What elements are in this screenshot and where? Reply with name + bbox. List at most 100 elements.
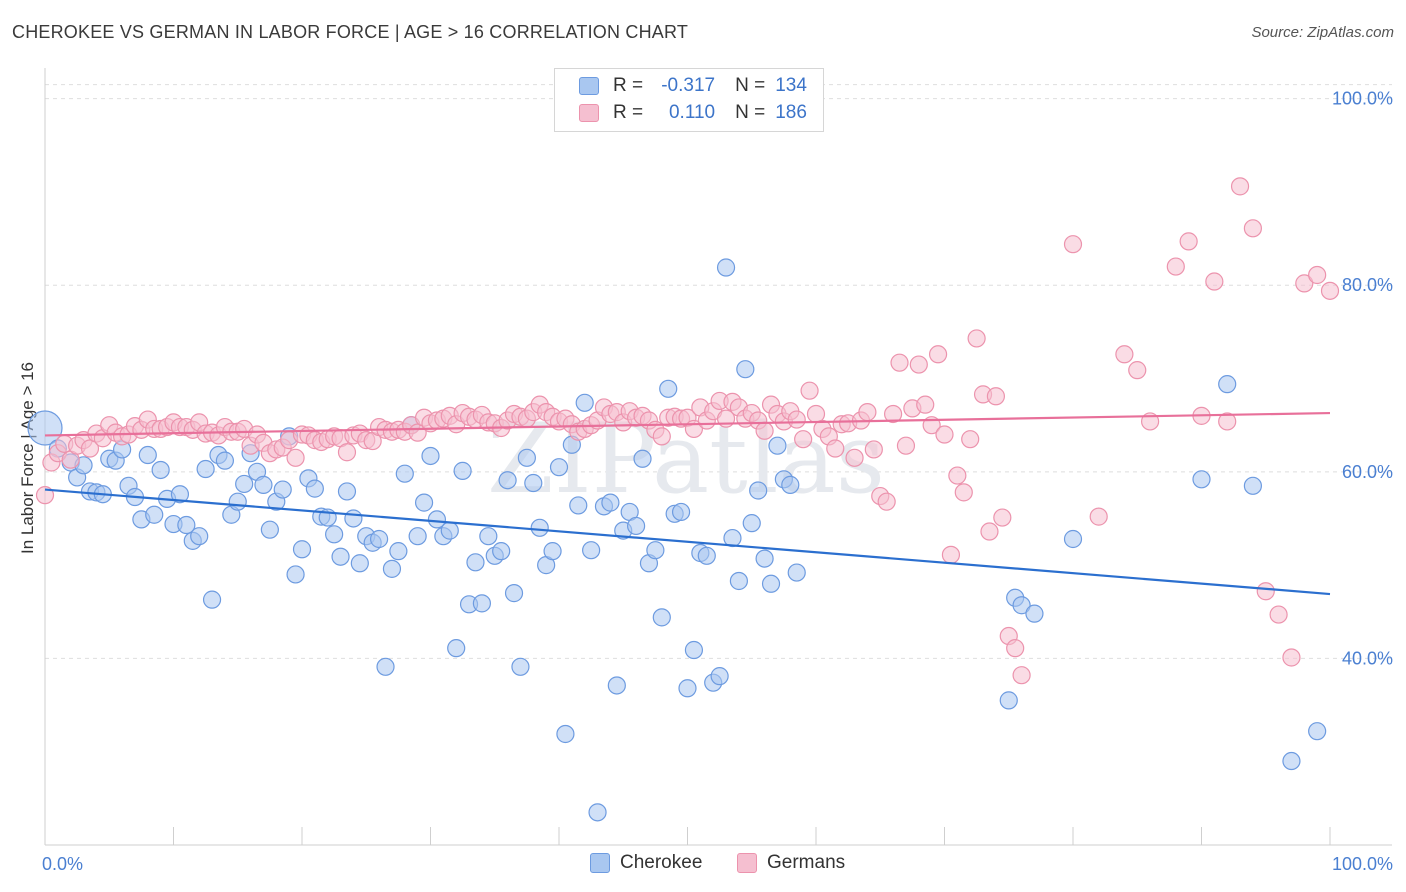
y-tick-label: 60.0% [1342,462,1393,482]
cherokee-point [1012,596,1031,615]
german-point [286,448,305,467]
cherokee-point [202,590,222,609]
cherokee-point [273,480,292,499]
german-point [890,353,909,372]
legend-n-label: N = [735,102,766,123]
german-point [1308,265,1327,285]
cherokee-point [427,510,447,529]
stats-legend: R = -0.317 N = 134 R = 0.110 N = 186 [554,68,824,132]
cherokee-point [1282,751,1301,771]
cherokee-point [626,516,646,536]
cherokee-point [254,475,273,494]
german-point [883,404,903,424]
cherokee-point [569,496,588,515]
cherokee-point [170,485,190,504]
series-legend-label: Germans [767,852,846,873]
german-point [980,522,999,541]
cherokee-point [607,676,626,695]
cherokee-point [498,471,517,490]
german-point [800,381,819,400]
german-point [1320,281,1340,300]
series-legend-cherokee: Cherokee [590,852,702,874]
cherokee-point [671,502,691,522]
cherokee-legend-swatch [590,853,610,873]
cherokee-point [414,493,434,512]
cherokee-point [787,563,806,582]
cherokee-point [370,529,389,549]
series-legend: Cherokee Germans [0,852,1406,878]
cherokee-point [292,540,312,559]
cherokee-point [325,525,344,544]
cherokee-point [543,542,562,561]
cherokee-point [479,527,498,546]
german-point [858,403,877,422]
cherokee-point [678,679,697,698]
y-axis-label: In Labor Force | Age > 16 [18,362,37,554]
cherokee-point [151,460,170,480]
german-point [935,425,954,444]
cherokee-point [716,258,736,277]
german-point [1256,582,1275,601]
cherokee-point [260,520,279,539]
german-point [794,430,813,449]
cherokee-point [768,436,787,455]
german-point [1063,235,1083,254]
cherokee-point [344,509,363,528]
cherokee-point [350,554,369,573]
german-point [1295,274,1314,293]
x-tick-label: 0.0% [42,854,83,874]
legend-r-label: R = [613,75,644,96]
cherokee-point [235,474,254,494]
cherokee-point [376,657,395,676]
germans-legend-swatch [737,853,757,873]
cherokee-point [331,547,350,566]
cherokee-point [710,667,729,686]
cherokee-point [305,479,324,498]
cherokee-point [652,608,671,627]
y-tick-label: 40.0% [1342,648,1393,668]
x-tick-label: 100.0% [1332,854,1393,874]
german-point [787,410,806,429]
cherokee-point [729,571,749,591]
cherokee-point [228,492,247,511]
cherokee-point [466,553,485,572]
cherokee-point [684,640,704,660]
german-point [941,545,961,564]
cherokee-point [1308,722,1327,741]
german-point [954,483,973,502]
cherokee-point [177,515,196,535]
cherokee-point [659,379,678,398]
cherokee-point [517,448,536,467]
cherokee-swatch [579,77,599,95]
german-point [877,492,896,511]
cherokee-point [530,518,549,537]
german-point [993,508,1012,527]
cherokee-trend-line [44,488,1331,596]
y-tick-label: 100.0% [1332,89,1393,109]
german-point [948,466,967,485]
german-point [961,430,980,449]
cherokee-point [389,542,408,561]
cherokee-point [697,546,716,565]
cherokee-point [781,475,800,494]
cherokee-point [742,514,761,533]
cherokee-point [286,565,305,584]
cherokee-point [215,451,234,470]
german-point [1205,272,1224,291]
cherokee-point [582,541,601,560]
german-point [337,443,357,462]
german-point [909,355,928,374]
cherokee-point [492,542,511,561]
cherokee-point [145,505,164,524]
cherokee-point [408,527,427,546]
germans-swatch [579,104,599,122]
german-point [896,436,916,455]
german-point [1218,412,1237,431]
german-point [1006,639,1025,658]
chart-title: CHEROKEE VS GERMAN IN LABOR FORCE | AGE … [12,22,689,42]
german-point [986,387,1006,406]
cherokee-point [588,803,607,822]
cherokee-point [601,493,620,512]
cherokee-point [736,360,755,379]
